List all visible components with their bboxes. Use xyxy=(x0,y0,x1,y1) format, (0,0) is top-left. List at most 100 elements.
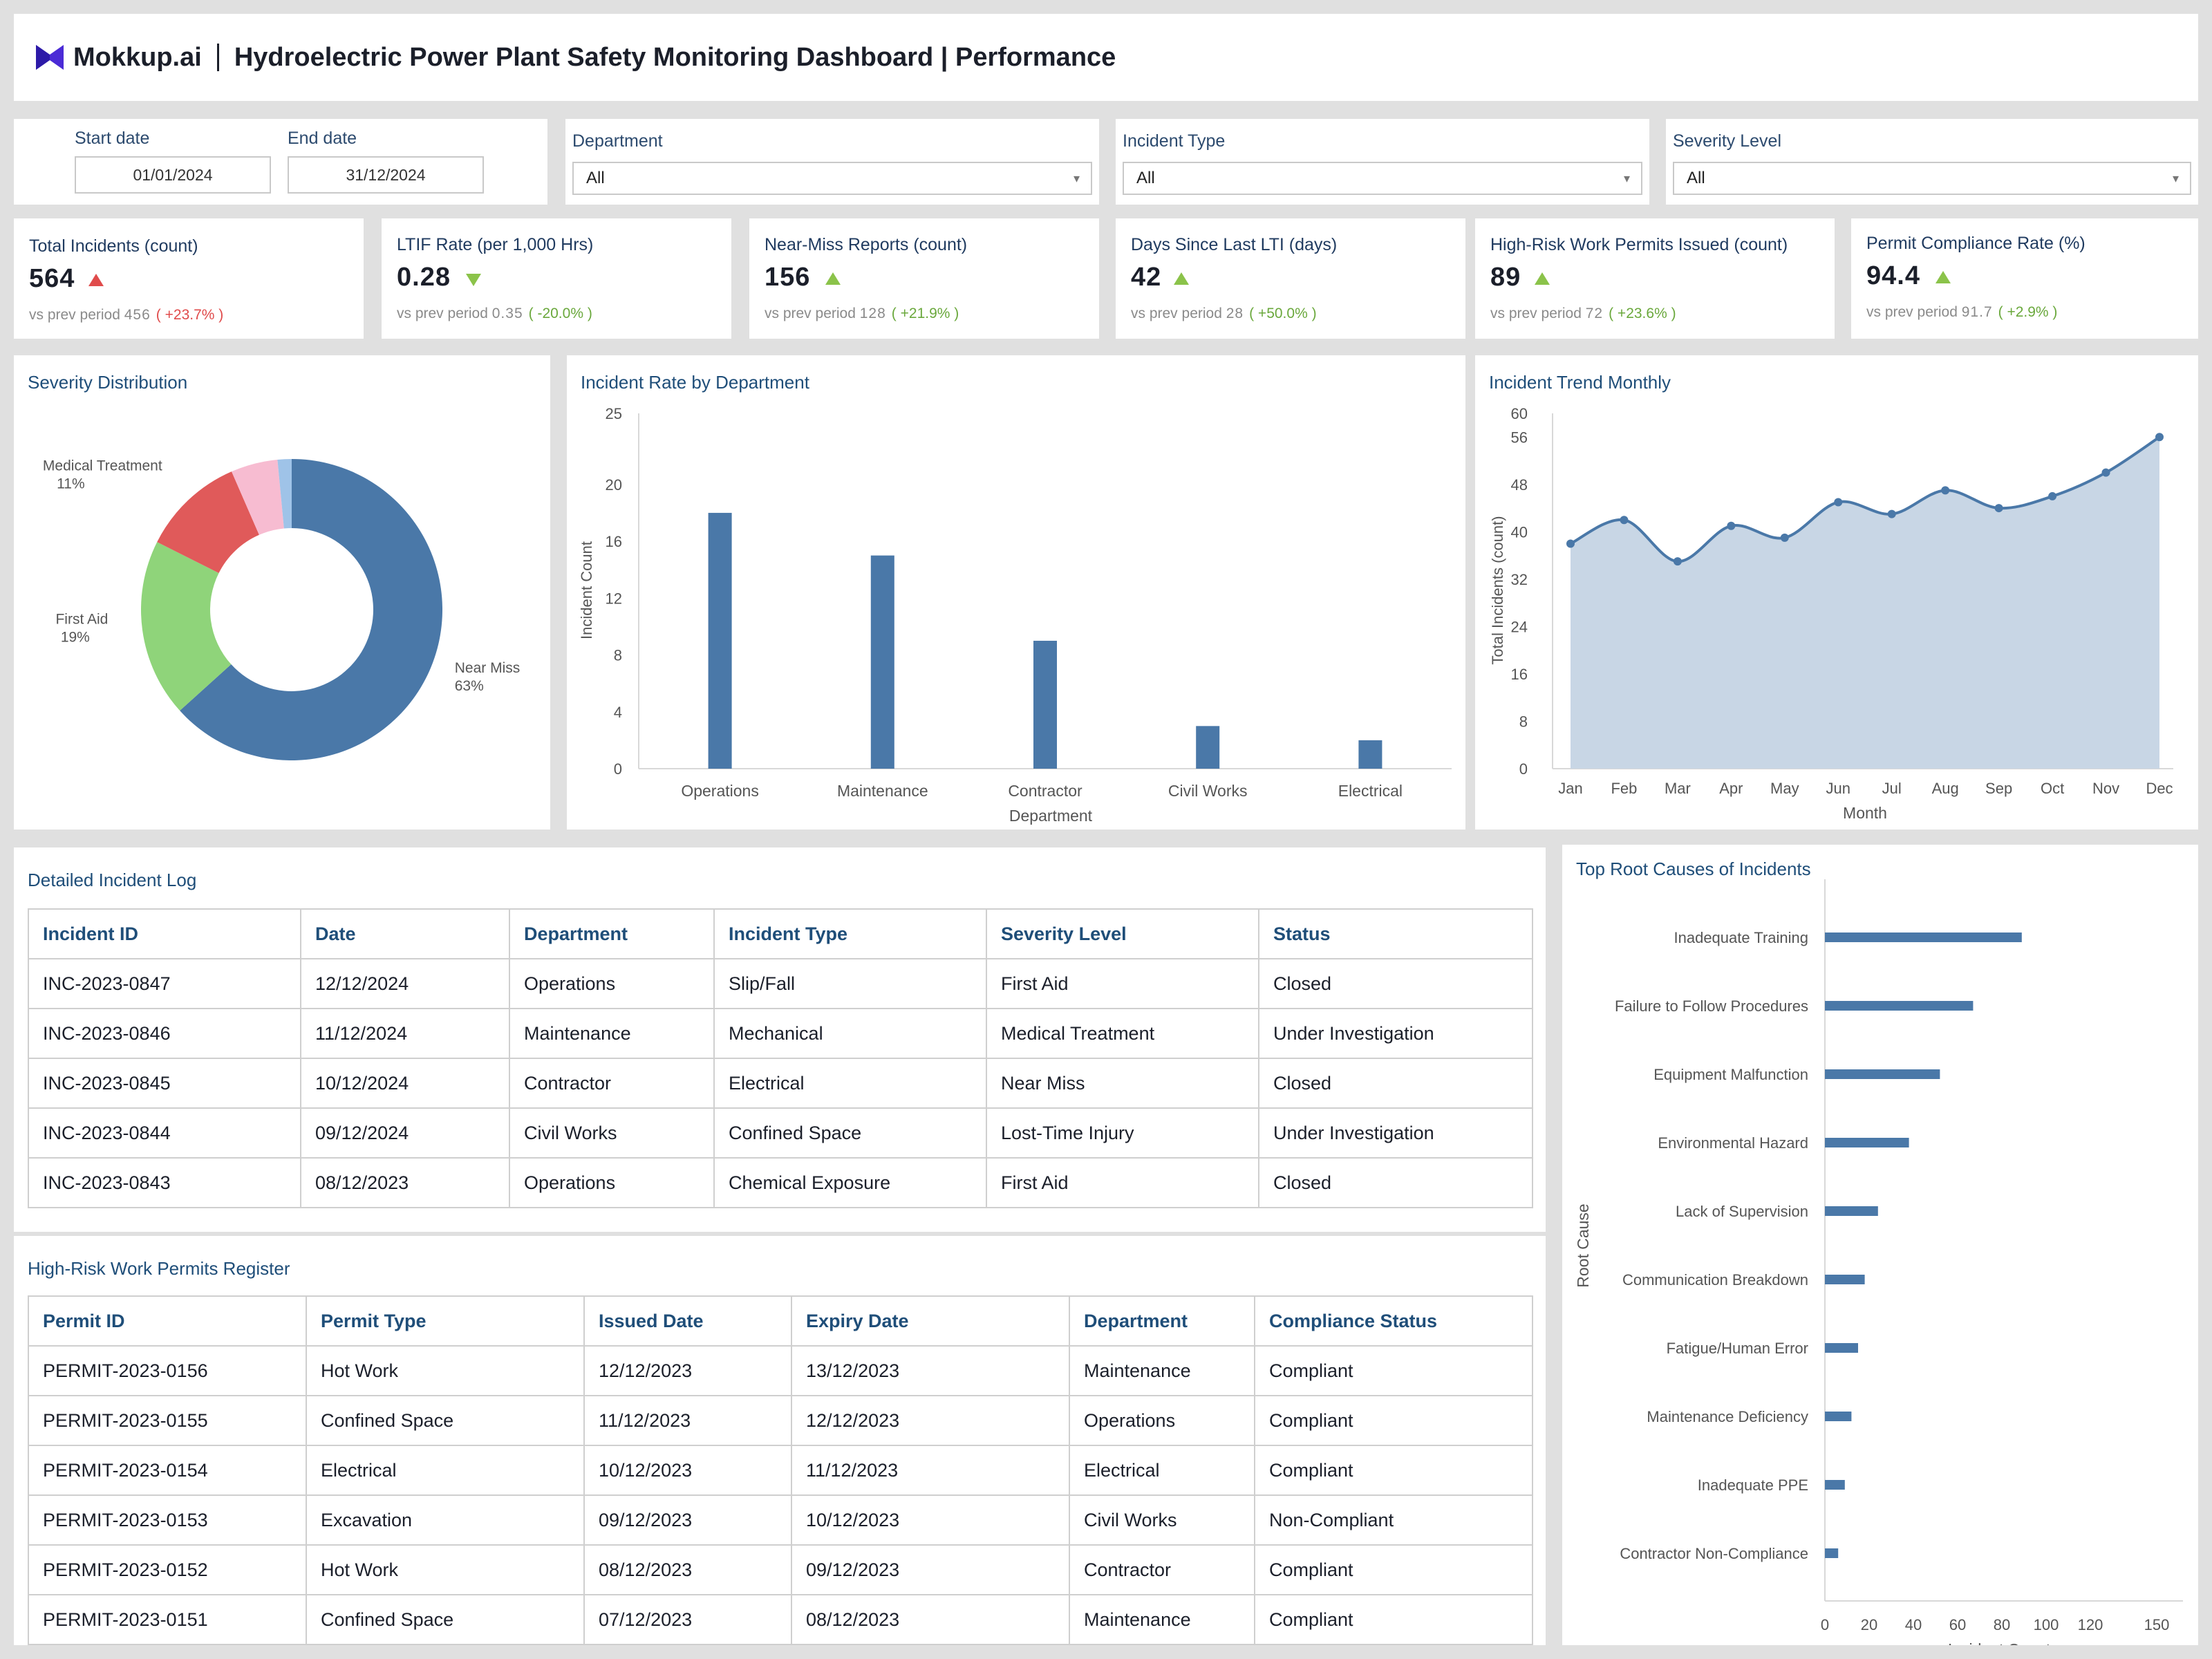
table-row[interactable]: INC-2023-0846 11/12/2024 Maintenance Mechan… xyxy=(28,1008,1533,1059)
x-tick-label: Nov xyxy=(2092,780,2119,797)
bar xyxy=(1825,1412,1852,1421)
table-cell: INC-2023-0844 xyxy=(28,1107,301,1159)
table-cell: Non-Compliant xyxy=(1254,1494,1533,1546)
end-date-input[interactable]: 31/12/2024 xyxy=(288,156,484,194)
permits-register-panel: High-Risk Work Permits Register Permit I… xyxy=(14,1236,1546,1645)
department-select[interactable]: All ▾ xyxy=(572,162,1092,195)
x-tick-label: Jan xyxy=(1558,780,1582,797)
table-row[interactable]: PERMIT-2023-0153 Excavation 09/12/2023 10/1… xyxy=(28,1494,1533,1546)
data-point xyxy=(1941,486,1950,495)
root-cause-panel: Top Root Causes of Incidents Inadequate … xyxy=(1562,845,2198,1645)
start-date-input[interactable]: 01/01/2024 xyxy=(75,156,271,194)
y-axis-title: Incident Count xyxy=(578,541,595,639)
table-cell: INC-2023-0847 xyxy=(28,958,301,1009)
y-tick-label: Lack of Supervision xyxy=(1676,1203,1808,1220)
prev-label: vs prev period xyxy=(765,306,856,321)
data-point xyxy=(1887,509,1896,518)
table-row[interactable]: PERMIT-2023-0151 Confined Space 07/12/2023… xyxy=(28,1594,1533,1645)
table-cell: Under Investigation xyxy=(1258,1008,1533,1059)
table-cell: INC-2023-0843 xyxy=(28,1157,301,1208)
table-cell: 12/12/2023 xyxy=(583,1345,792,1396)
bar xyxy=(708,512,732,769)
data-point xyxy=(2101,468,2110,477)
incident-type-select[interactable]: All ▾ xyxy=(1123,162,1642,195)
incident-type-filter-panel: Incident Type All ▾ xyxy=(1116,119,1649,205)
trend-area-chart: 0 8 16 24 32 40 48 56 60 Jan Feb Mar Apr May Jun Jul Aug… xyxy=(1489,405,2173,822)
kpi-value: 156 xyxy=(765,263,811,292)
table-cell: 12/12/2024 xyxy=(300,958,510,1009)
column-header[interactable]: Expiry Date xyxy=(791,1295,1070,1347)
kpi-value: 564 xyxy=(29,264,75,293)
table-header-row: Permit ID Permit Type Issued Date Expiry Da… xyxy=(28,1295,1533,1347)
x-tick-label: 150 xyxy=(2144,1616,2170,1633)
y-tick-label: 32 xyxy=(1511,571,1528,588)
table-cell: PERMIT-2023-0154 xyxy=(28,1445,307,1496)
column-header[interactable]: Severity Level xyxy=(986,908,1259,959)
pie-slice xyxy=(141,542,232,711)
table-cell: Civil Works xyxy=(1069,1494,1255,1546)
y-tick-label: 8 xyxy=(1519,713,1528,730)
table-cell: 09/12/2023 xyxy=(791,1544,1070,1595)
table-cell: PERMIT-2023-0155 xyxy=(28,1395,307,1446)
bar xyxy=(870,555,894,769)
x-axis-title: Month xyxy=(1843,804,1887,822)
kpi-comparison: vs prev period 128 ( +21.9% ) xyxy=(765,306,959,322)
kpi-card-days-since-lti: Days Since Last LTI (days) 42 vs prev pe… xyxy=(1116,218,1465,339)
table-row[interactable]: INC-2023-0845 10/12/2024 Contractor Electri… xyxy=(28,1058,1533,1109)
column-header[interactable]: Incident Type xyxy=(713,908,987,959)
table-cell: Civil Works xyxy=(509,1107,715,1159)
table-row[interactable]: INC-2023-0847 12/12/2024 Operations Slip/Fa… xyxy=(28,958,1533,1009)
bar xyxy=(1825,1138,1909,1147)
table-cell: Hot Work xyxy=(306,1544,585,1595)
table-cell: 08/12/2023 xyxy=(300,1157,510,1208)
bar xyxy=(1825,1206,1878,1216)
column-header[interactable]: Permit Type xyxy=(306,1295,585,1347)
column-header[interactable]: Permit ID xyxy=(28,1295,307,1347)
table-cell: 12/12/2023 xyxy=(791,1395,1070,1446)
table-row[interactable]: INC-2023-0843 08/12/2023 Operations Chemica… xyxy=(28,1157,1533,1208)
severity-select[interactable]: All ▾ xyxy=(1673,162,2191,195)
table-cell: First Aid xyxy=(986,1157,1259,1208)
column-header[interactable]: Department xyxy=(509,908,715,959)
x-tick-label: Contractor xyxy=(1008,782,1082,800)
chevron-down-icon: ▾ xyxy=(2172,171,2179,185)
column-header[interactable]: Compliance Status xyxy=(1254,1295,1533,1347)
column-header[interactable]: Date xyxy=(300,908,510,959)
table-cell: Maintenance xyxy=(1069,1345,1255,1396)
table-row[interactable]: PERMIT-2023-0155 Confined Space 11/12/2023… xyxy=(28,1395,1533,1446)
column-header[interactable]: Department xyxy=(1069,1295,1255,1347)
severity-filter-label: Severity Level xyxy=(1673,131,1782,151)
data-point xyxy=(1994,504,2003,513)
x-tick-label: Mar xyxy=(1665,780,1691,797)
table-row[interactable]: PERMIT-2023-0152 Hot Work 08/12/2023 09/12/… xyxy=(28,1544,1533,1595)
table-row[interactable]: PERMIT-2023-0154 Electrical 10/12/2023 11/1… xyxy=(28,1445,1533,1496)
table-cell: Confined Space xyxy=(306,1395,585,1446)
table-cell: Near Miss xyxy=(986,1058,1259,1109)
table-cell: 08/12/2023 xyxy=(583,1544,792,1595)
change-value: ( +23.7% ) xyxy=(156,307,224,323)
data-point xyxy=(1834,498,1843,507)
column-header[interactable]: Status xyxy=(1258,908,1533,959)
table-cell: 10/12/2024 xyxy=(300,1058,510,1109)
data-point xyxy=(1780,533,1789,542)
x-tick-label: Feb xyxy=(1611,780,1637,797)
kpi-comparison: vs prev period 72 ( +23.6% ) xyxy=(1490,306,1676,322)
prev-label: vs prev period xyxy=(1490,306,1582,321)
kpi-comparison: vs prev period 91.7 ( +2.9% ) xyxy=(1866,304,2057,321)
y-tick-label: 4 xyxy=(614,704,622,721)
table-cell: Confined Space xyxy=(713,1107,987,1159)
column-header[interactable]: Issued Date xyxy=(583,1295,792,1347)
table-row[interactable]: PERMIT-2023-0156 Hot Work 12/12/2023 13/12/… xyxy=(28,1345,1533,1396)
kpi-card-ltif-rate: LTIF Rate (per 1,000 Hrs) 0.28 vs prev p… xyxy=(382,218,731,339)
table-cell: Compliant xyxy=(1254,1445,1533,1496)
table-row[interactable]: INC-2023-0844 09/12/2024 Civil Works Confin… xyxy=(28,1107,1533,1159)
table-cell: PERMIT-2023-0152 xyxy=(28,1544,307,1595)
data-point xyxy=(1673,557,1682,566)
column-header[interactable]: Incident ID xyxy=(28,908,301,959)
table-cell: Electrical xyxy=(306,1445,585,1496)
table-cell: Medical Treatment xyxy=(986,1008,1259,1059)
trend-up-icon xyxy=(1936,271,1951,283)
kpi-value: 89 xyxy=(1490,263,1521,292)
y-tick-label: 56 xyxy=(1511,429,1528,446)
permits-register-table: Permit ID Permit Type Issued Date Expiry Da… xyxy=(28,1295,1533,1645)
